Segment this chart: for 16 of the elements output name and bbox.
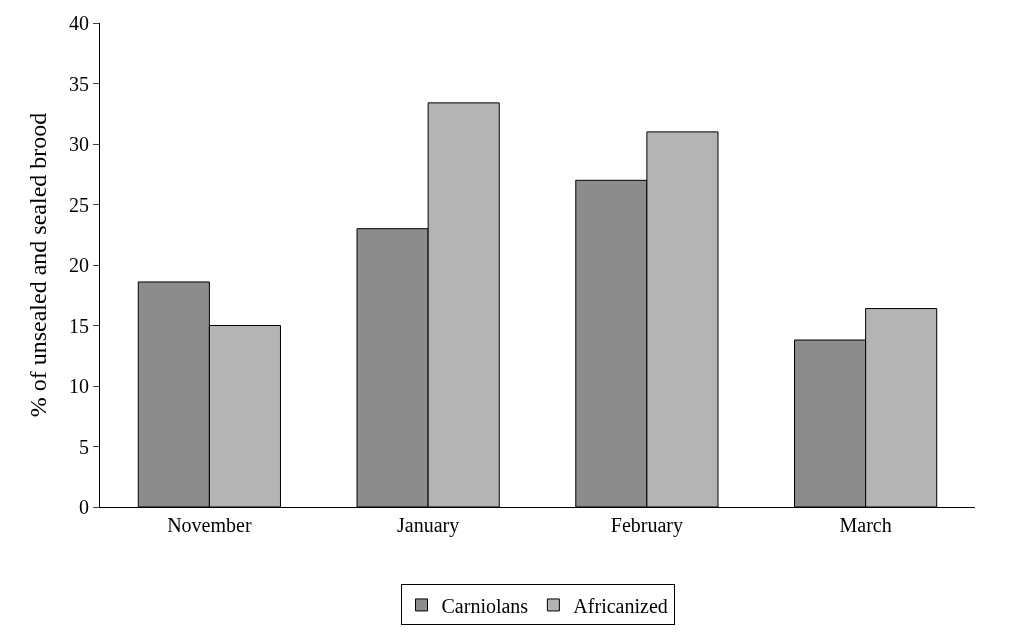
y-tick-label: 5 bbox=[79, 435, 89, 458]
y-tick-label: 30 bbox=[69, 133, 89, 155]
y-tick-label: 15 bbox=[69, 314, 89, 337]
x-tick-label: February bbox=[610, 514, 683, 537]
y-tick-label: 25 bbox=[69, 193, 89, 216]
y-axis-title: % of unsealed and sealed brood bbox=[25, 112, 52, 418]
y-tick-label: 0 bbox=[79, 496, 89, 518]
legend-label: Carniolans bbox=[441, 594, 529, 617]
y-tick-label: 10 bbox=[69, 375, 89, 397]
y-tick-label: 40 bbox=[69, 12, 89, 34]
y-tick-label: 35 bbox=[69, 72, 89, 95]
x-tick-label: January bbox=[397, 514, 460, 537]
x-tick-label: November bbox=[167, 514, 252, 536]
x-tick-label: March bbox=[839, 514, 892, 536]
legend-label: Africanized bbox=[573, 594, 668, 617]
y-tick-label: 20 bbox=[69, 254, 89, 276]
